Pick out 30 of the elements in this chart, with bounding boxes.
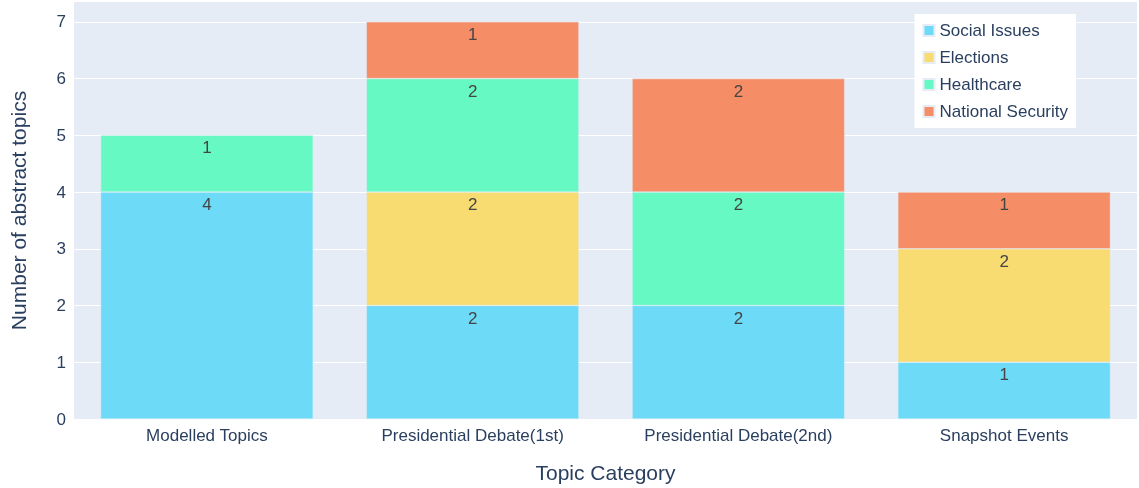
data-label: 1 <box>202 138 212 158</box>
data-label: 1 <box>999 195 1009 215</box>
x-tick-label: Presidential Debate(1st) <box>381 426 564 445</box>
y-tick-label: 5 <box>56 125 66 145</box>
legend-label: Elections <box>939 48 1009 67</box>
legend-label: Social Issues <box>939 21 1040 40</box>
data-label: 2 <box>733 195 744 215</box>
y-tick-label: 2 <box>56 296 66 316</box>
data-label: 2 <box>467 195 478 215</box>
data-label: 2 <box>999 251 1009 271</box>
data-label: 1 <box>467 24 478 44</box>
data-label: 2 <box>733 308 744 328</box>
y-tick-label: 4 <box>56 182 66 202</box>
data-label: 4 <box>202 195 212 215</box>
data-label: 1 <box>999 365 1009 385</box>
y-tick-label: 1 <box>56 352 66 372</box>
x-tick-label: Presidential Debate(2nd) <box>644 426 833 445</box>
legend-label: National Security <box>939 102 1069 121</box>
data-label: 2 <box>467 81 478 101</box>
data-label: 2 <box>467 308 478 328</box>
x-axis-title: Topic Category <box>535 461 677 484</box>
y-tick-label: 0 <box>56 409 66 429</box>
y-tick-label: 6 <box>56 69 66 89</box>
y-axis-title: Number of abstract topics <box>7 90 30 331</box>
y-tick-label: 3 <box>56 239 66 259</box>
x-tick-label: Snapshot Events <box>939 426 1069 445</box>
y-tick-label: 7 <box>56 12 66 32</box>
legend-label: Healthcare <box>939 75 1022 94</box>
data-label: 2 <box>733 81 744 101</box>
x-tick-label: Modelled Topics <box>146 426 268 445</box>
